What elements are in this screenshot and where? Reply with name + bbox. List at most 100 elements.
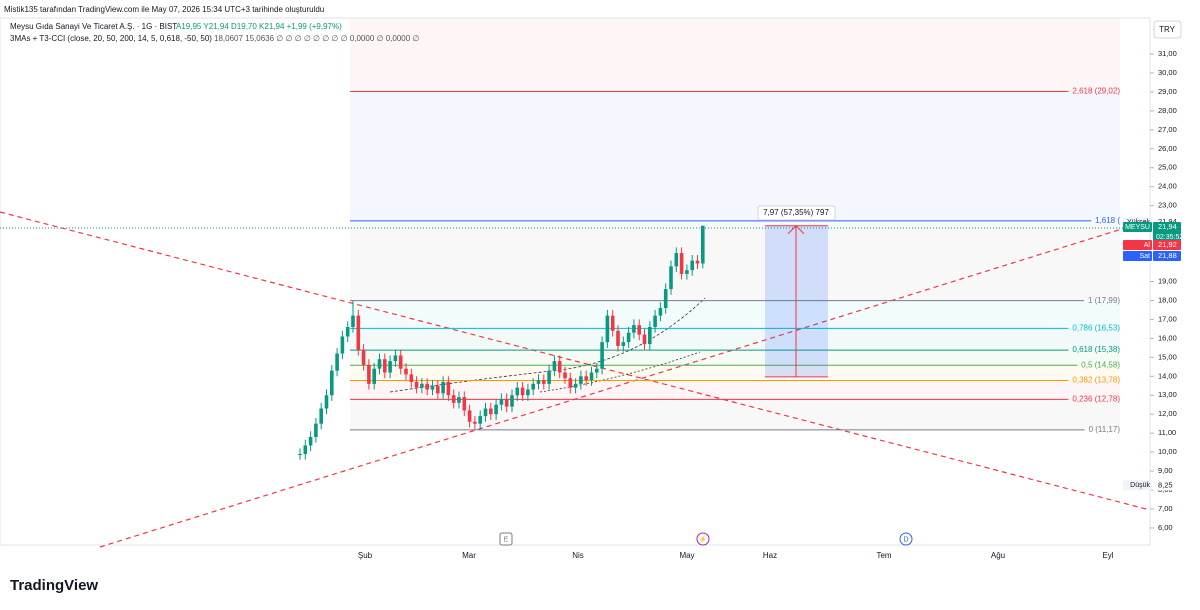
candle-body <box>621 342 626 346</box>
badge-name: Sat <box>1139 253 1150 260</box>
candle-body <box>573 383 578 388</box>
fib-zone <box>350 91 1120 221</box>
candle-body <box>314 423 318 437</box>
candle-body <box>642 334 647 345</box>
badge-name: Düşük <box>1130 482 1150 489</box>
y-tick-label: 15,00 <box>1158 352 1177 361</box>
badge-price: 8,25 <box>1158 480 1173 489</box>
fib-label: 0,5 (14,58) <box>1081 360 1120 369</box>
candle-body <box>430 385 435 390</box>
event-icon <box>696 532 710 546</box>
currency[interactable]: TRY <box>1159 25 1176 34</box>
badge-name-box <box>1123 480 1152 491</box>
candle-body <box>441 381 445 394</box>
y-tick-label: 6,00 <box>1158 523 1173 532</box>
x-tick-label: Haz <box>763 551 777 560</box>
candle-body <box>637 325 641 335</box>
y-tick-label: 29,00 <box>1158 87 1177 96</box>
y-tick-label: 11,00 <box>1158 428 1176 437</box>
candle-body <box>579 376 583 384</box>
fib-label: 2,618 (29,02) <box>1072 87 1120 96</box>
candle-body <box>536 380 541 384</box>
y-tick-label: 28,00 <box>1158 106 1177 115</box>
badge-price-box <box>1153 240 1181 250</box>
y-tick-label: 7,00 <box>1158 504 1173 513</box>
y-tick-label: 23,00 <box>1158 201 1177 210</box>
candle-body <box>404 368 408 375</box>
candle-body <box>345 326 350 337</box>
x-tick-label: Eyl <box>1102 551 1113 560</box>
measure-label: 7,97 (57,35%) 797 <box>763 208 829 217</box>
candle-body <box>393 355 398 362</box>
badge-countdown: 02:35:52 <box>1156 234 1183 241</box>
badge-name: MEYSU <box>1125 224 1150 231</box>
x-tick-label: Ağu <box>991 551 1005 560</box>
candle-body <box>483 408 488 417</box>
candle-body <box>648 326 652 345</box>
candle-body <box>457 397 461 403</box>
y-tick-label: 19,00 <box>1158 276 1177 285</box>
candle-body <box>451 395 456 403</box>
x-tick-label: Tem <box>876 551 891 560</box>
candle-body <box>679 253 684 274</box>
candle-body <box>298 454 302 456</box>
candle-body <box>367 364 371 384</box>
y-tick-label: 24,00 <box>1158 182 1177 191</box>
candle-body <box>616 330 620 346</box>
fib-label: 0 (11,17) <box>1089 425 1121 434</box>
candle-body <box>526 389 530 396</box>
candle-body <box>632 325 636 333</box>
y-tick-label: 10,00 <box>1158 447 1177 456</box>
candle-body <box>420 383 424 388</box>
badge-price: 21,94 <box>1158 222 1177 231</box>
candle-body <box>669 266 673 290</box>
candle-body <box>319 408 323 424</box>
y-tick-label: 25,00 <box>1158 163 1177 172</box>
candle-body <box>409 374 414 382</box>
candle-body <box>626 332 631 343</box>
indicator-values: 18,0607 15,0636 ∅ ∅ ∅ ∅ ∅ ∅ ∅ ∅ 0,0000 ∅… <box>214 34 419 43</box>
event-icon <box>899 532 913 546</box>
candle-body <box>504 399 509 407</box>
fib-label: 0,786 (16,53) <box>1072 323 1120 332</box>
moving-average <box>539 351 701 393</box>
fib-zone <box>350 365 1120 381</box>
y-tick-label: 9,00 <box>1158 466 1173 475</box>
candle-body <box>398 355 403 369</box>
fib-label: 1 (17,99) <box>1088 296 1120 305</box>
candle-body <box>552 361 557 371</box>
y-tick-label: 31,00 <box>1158 49 1177 58</box>
candle-body <box>685 270 689 274</box>
candle-body <box>340 336 345 354</box>
fib-zone <box>350 18 1120 92</box>
event-label: E <box>504 536 509 543</box>
badge-name-box <box>1123 222 1152 232</box>
currency-box[interactable] <box>1153 20 1182 39</box>
y-tick-label: 27,00 <box>1158 125 1177 134</box>
candle-body <box>383 359 387 373</box>
x-tick-label: May <box>679 551 694 560</box>
y-tick-label: 14,00 <box>1158 371 1177 380</box>
candle-body <box>531 383 535 390</box>
fib-label: 0,618 (15,38) <box>1072 345 1120 354</box>
badge-name: Al <box>1144 242 1151 249</box>
candle-body <box>701 225 705 264</box>
fib-zone <box>350 220 1120 301</box>
candle-body <box>595 368 599 373</box>
y-tick-label: 26,00 <box>1158 144 1177 153</box>
candle-body <box>663 289 668 309</box>
badge-price: 21,88 <box>1158 251 1177 260</box>
fib-label: 1,618 ( <box>1095 216 1120 225</box>
candle-body <box>361 349 366 365</box>
badge-name-box <box>1123 240 1152 250</box>
candle-body <box>372 368 376 384</box>
fib-label: 0,382 (13,78) <box>1072 376 1120 385</box>
candle-body <box>478 416 482 424</box>
candle-body <box>330 370 334 396</box>
candle-body <box>610 315 615 331</box>
measure-arrowhead <box>787 225 805 235</box>
logo: TradingView <box>10 577 98 594</box>
measure-label-box <box>757 205 836 221</box>
candle-body <box>542 380 546 384</box>
